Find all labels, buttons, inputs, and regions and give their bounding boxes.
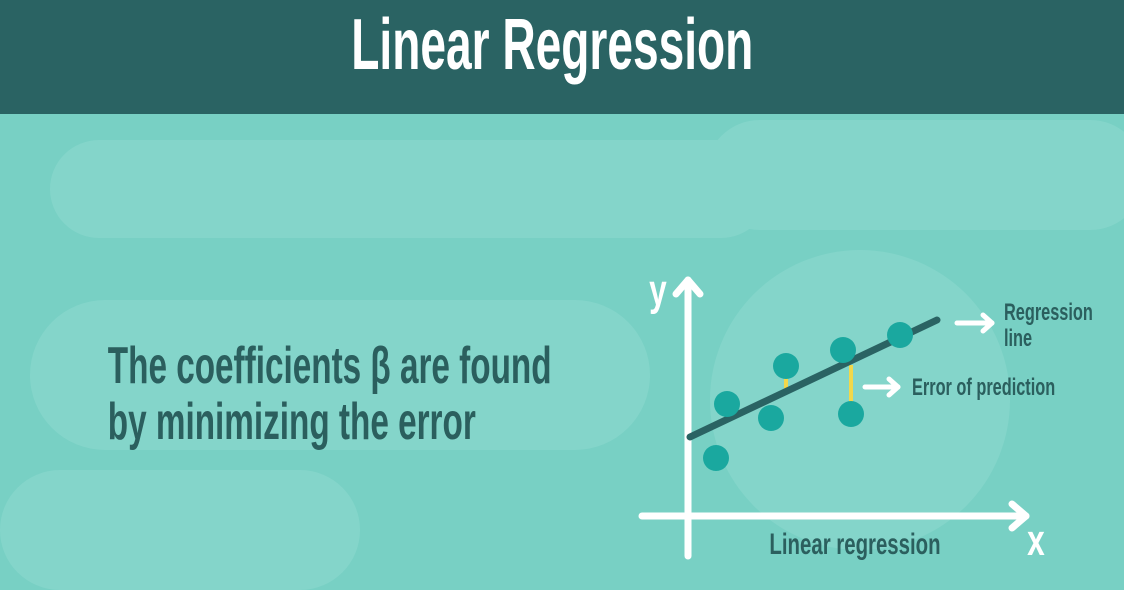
arrow-right-icon	[862, 376, 901, 398]
background-shape	[705, 120, 1124, 230]
data-point	[758, 405, 784, 431]
data-point	[714, 391, 740, 417]
regression-line-label: line	[1004, 325, 1032, 352]
data-point	[838, 401, 864, 427]
data-point	[773, 353, 799, 379]
background-shape	[30, 300, 650, 450]
error-of-prediction-label: Error of prediction	[912, 374, 1055, 401]
caption-line-2: by minimizing the error	[107, 393, 476, 451]
x-axis-label: x	[1027, 516, 1045, 565]
background-shape	[0, 470, 360, 590]
page-title: Linear Regression	[351, 5, 754, 85]
arrow-right-icon	[954, 312, 995, 334]
y-axis-label: y	[649, 266, 667, 315]
x-axis-caption: Linear regression	[769, 528, 940, 561]
data-point	[887, 322, 913, 348]
data-point	[830, 337, 856, 363]
y-axis-arrowhead	[672, 276, 704, 298]
data-point	[703, 445, 729, 471]
regression-line-label: Regression	[1004, 299, 1093, 326]
x-axis-arrowhead	[1008, 500, 1030, 532]
header-bar: Linear Regression	[0, 0, 1124, 114]
background-shape	[50, 140, 770, 238]
